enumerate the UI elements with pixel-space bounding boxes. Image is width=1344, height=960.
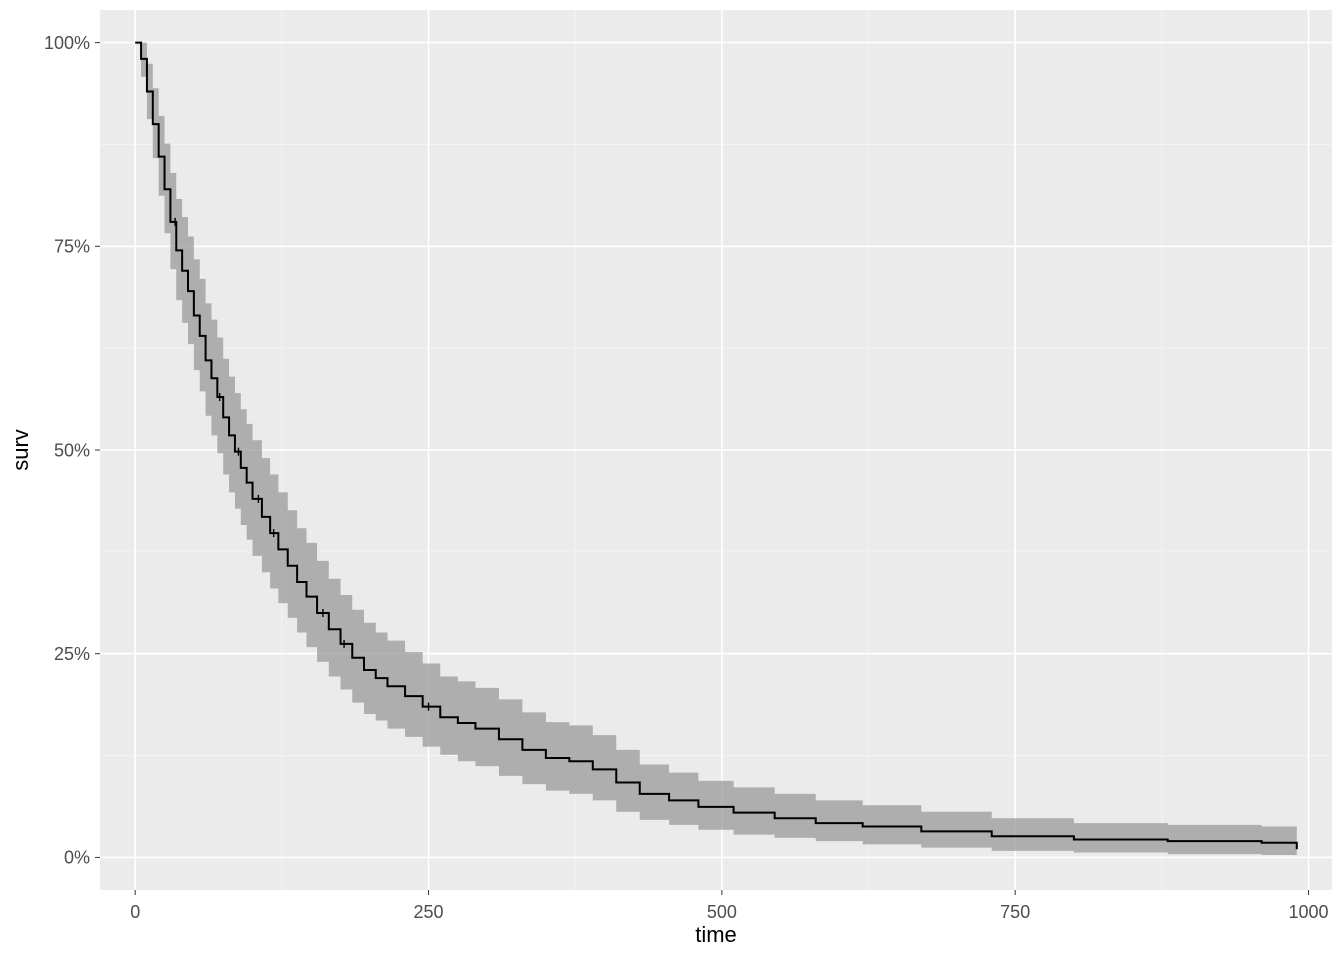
y-tick-label: 50% — [54, 440, 90, 460]
chart-svg: 0 250 500 750 1000 0% 25% 50% 75% 100% time surv — [0, 0, 1344, 960]
x-tick-label: 500 — [707, 902, 737, 922]
y-tick-label: 25% — [54, 644, 90, 664]
x-axis-title: time — [695, 922, 737, 947]
y-tick-label: 75% — [54, 237, 90, 257]
x-tick-label: 0 — [130, 902, 140, 922]
y-tick-label: 100% — [44, 33, 90, 53]
y-tick-label: 0% — [64, 848, 90, 868]
x-tick-label: 750 — [1000, 902, 1030, 922]
survival-chart: 0 250 500 750 1000 0% 25% 50% 75% 100% time surv — [0, 0, 1344, 960]
x-tick-label: 250 — [414, 902, 444, 922]
x-tick-label: 1000 — [1289, 902, 1329, 922]
y-axis-title: surv — [8, 429, 33, 471]
